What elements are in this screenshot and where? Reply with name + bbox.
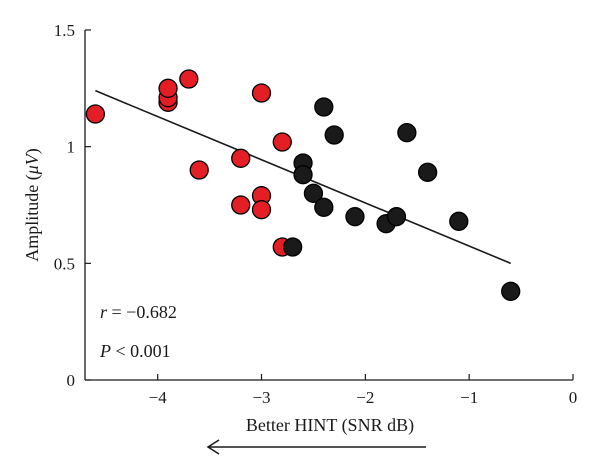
direction-arrow-head [206,439,220,455]
y-tick-label: 0 [67,371,76,390]
r-annotation: r = −0.682 [100,302,177,322]
r-symbol: r [100,302,108,322]
x-tick-label: −4 [149,388,168,407]
black-data-point [397,123,417,143]
y-axis-ticks: 0 0.5 1 1.5 [54,21,91,390]
red-data-point [231,195,251,215]
black-data-point [449,211,469,231]
black-data-point [314,197,334,217]
data-points [85,69,521,301]
red-data-point [158,78,178,98]
black-data-point [417,162,438,182]
y-axis-label: Amplitude (μV) [22,148,43,262]
red-data-point [85,104,106,124]
black-data-point [345,207,365,227]
x-tick-label: −2 [356,388,374,407]
r-value: = −0.682 [107,302,177,322]
x-axis-label: Better HINT (SNR dB) [246,415,414,436]
black-data-point [283,237,303,257]
black-data-point [293,165,313,185]
p-value: < 0.001 [111,341,171,361]
x-tick-label: −1 [460,388,478,407]
y-tick-label: 1.5 [54,21,75,40]
red-data-point [251,200,272,220]
y-tick-label: 0.5 [54,254,75,273]
black-data-point [386,207,407,227]
black-data-point [314,97,334,117]
red-data-point [251,83,272,103]
direction-arrow [206,439,426,455]
p-symbol: P [99,341,111,361]
black-data-point [324,125,344,145]
y-tick-label: 1 [67,138,76,157]
red-data-point [179,69,199,89]
black-data-point [303,183,324,203]
x-axis-ticks: −4 −3 −2 −1 0 [149,374,578,407]
black-data-point [501,281,521,301]
y-axis-label-unit: μV [22,152,42,175]
red-data-point [231,148,251,168]
axes [84,30,573,381]
red-data-point [189,160,209,180]
red-data-point [272,132,292,152]
x-tick-label: −3 [252,388,270,407]
x-tick-label: 0 [569,388,578,407]
y-axis-label-prefix: Amplitude ( [22,174,43,262]
y-axis-label-suffix: ) [22,148,43,154]
p-annotation: P < 0.001 [99,341,171,361]
